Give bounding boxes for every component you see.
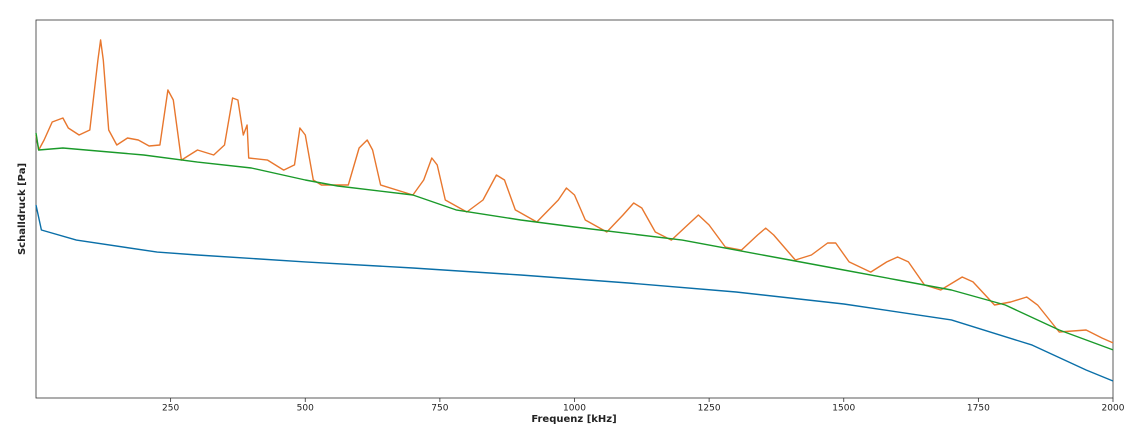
x-tick-label: 1000 — [563, 404, 586, 414]
x-axis-label: Frequenz [kHz] — [531, 414, 616, 425]
series-line — [35, 204, 1114, 382]
x-tick-label: 750 — [431, 404, 448, 414]
plot-frame — [35, 19, 1114, 399]
x-tick-label: 250 — [162, 404, 179, 414]
x-tick-label: 1750 — [967, 404, 990, 414]
x-tick-label: 1500 — [832, 404, 855, 414]
x-tick-label: 2000 — [1102, 404, 1125, 414]
series-line — [35, 132, 1114, 351]
x-tick-label: 500 — [297, 404, 314, 414]
y-axis-label: Schalldruck [Pa] — [17, 163, 28, 255]
x-tick-label: 1250 — [698, 404, 721, 414]
series-line — [35, 39, 1114, 344]
